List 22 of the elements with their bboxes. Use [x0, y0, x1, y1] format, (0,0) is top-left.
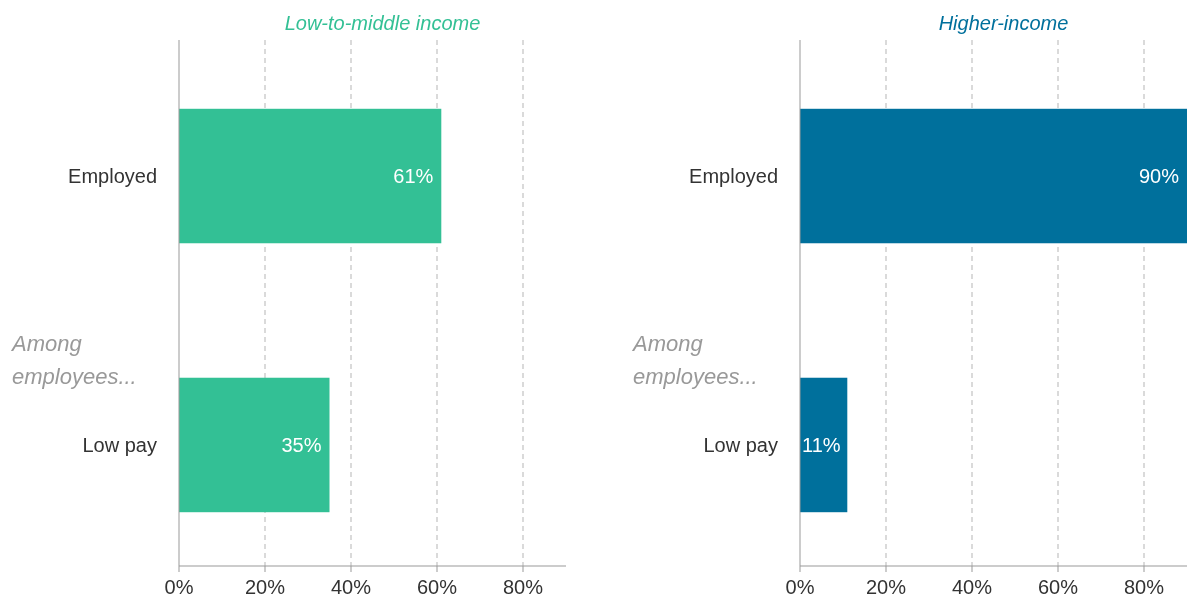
y-tick-label: Employed: [689, 165, 778, 188]
x-tick-label: 60%: [1037, 576, 1079, 598]
data-label: 90%: [1138, 165, 1180, 188]
y-tick-label: Employed: [68, 165, 157, 188]
text: Among employees...: [10, 330, 137, 389]
x-tick-label: 20%: [244, 576, 286, 598]
x-tick-label: 80%: [1123, 576, 1165, 598]
chart-title: Higher-income: [938, 12, 1069, 34]
x-tick-label: 0%: [785, 576, 815, 598]
data-label: 35%: [281, 433, 322, 456]
x-tick-label: 80%: [502, 576, 544, 598]
x-tick-label: 0%: [164, 576, 194, 598]
y-tick-label: Low pay: [82, 433, 157, 456]
x-tick-label: 40%: [951, 576, 993, 598]
y-tick-label: Low pay: [703, 433, 778, 456]
data-label: 11%: [802, 433, 841, 456]
x-tick-label: 40%: [330, 576, 372, 598]
text: Among employees...: [631, 330, 758, 389]
data-label: 61%: [393, 165, 434, 188]
x-tick-label: 20%: [865, 576, 907, 598]
x-tick-label: 60%: [416, 576, 458, 598]
chart-title: Low-to-middle income: [284, 12, 481, 34]
